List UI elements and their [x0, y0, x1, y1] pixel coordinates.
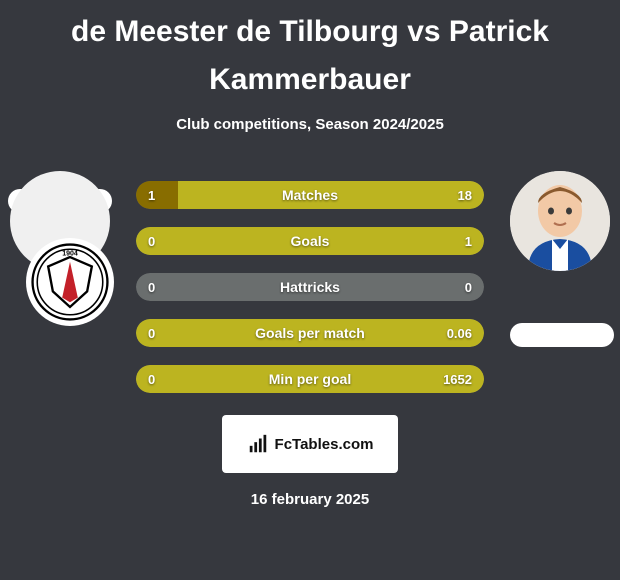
subtitle: Club competitions, Season 2024/2025	[0, 116, 620, 133]
stat-label: Matches	[136, 181, 484, 209]
svg-text:1904: 1904	[62, 250, 78, 257]
stat-row: 01652Min per goal	[136, 365, 484, 393]
logo-text: FcTables.com	[275, 436, 374, 453]
stat-row: 00Hattricks	[136, 273, 484, 301]
stat-row: 118Matches	[136, 181, 484, 209]
player-right-avatar	[510, 171, 610, 271]
comparison-area: 1904 118Matches 01Goals 00Hattricks 00.06Go…	[0, 171, 620, 401]
date-label: 16 february 2025	[0, 491, 620, 508]
bar-chart-icon	[247, 433, 269, 455]
stat-label: Hattricks	[136, 273, 484, 301]
stat-label: Goals per match	[136, 319, 484, 347]
stat-label: Goals	[136, 227, 484, 255]
club-left-badge: 1904	[26, 238, 114, 326]
stat-label: Min per goal	[136, 365, 484, 393]
stat-row: 01Goals	[136, 227, 484, 255]
stat-row: 00.06Goals per match	[136, 319, 484, 347]
player-right-photo-icon	[510, 171, 610, 271]
viktoria-koln-crest-icon: 1904	[31, 243, 109, 321]
fctables-logo: FcTables.com	[222, 415, 398, 473]
stats-container: 118Matches 01Goals 00Hattricks 00.06Goals p…	[136, 181, 484, 393]
page-title: de Meester de Tilbourg vs Patrick Kammer…	[0, 0, 620, 104]
player-right-name-pill	[510, 323, 614, 347]
